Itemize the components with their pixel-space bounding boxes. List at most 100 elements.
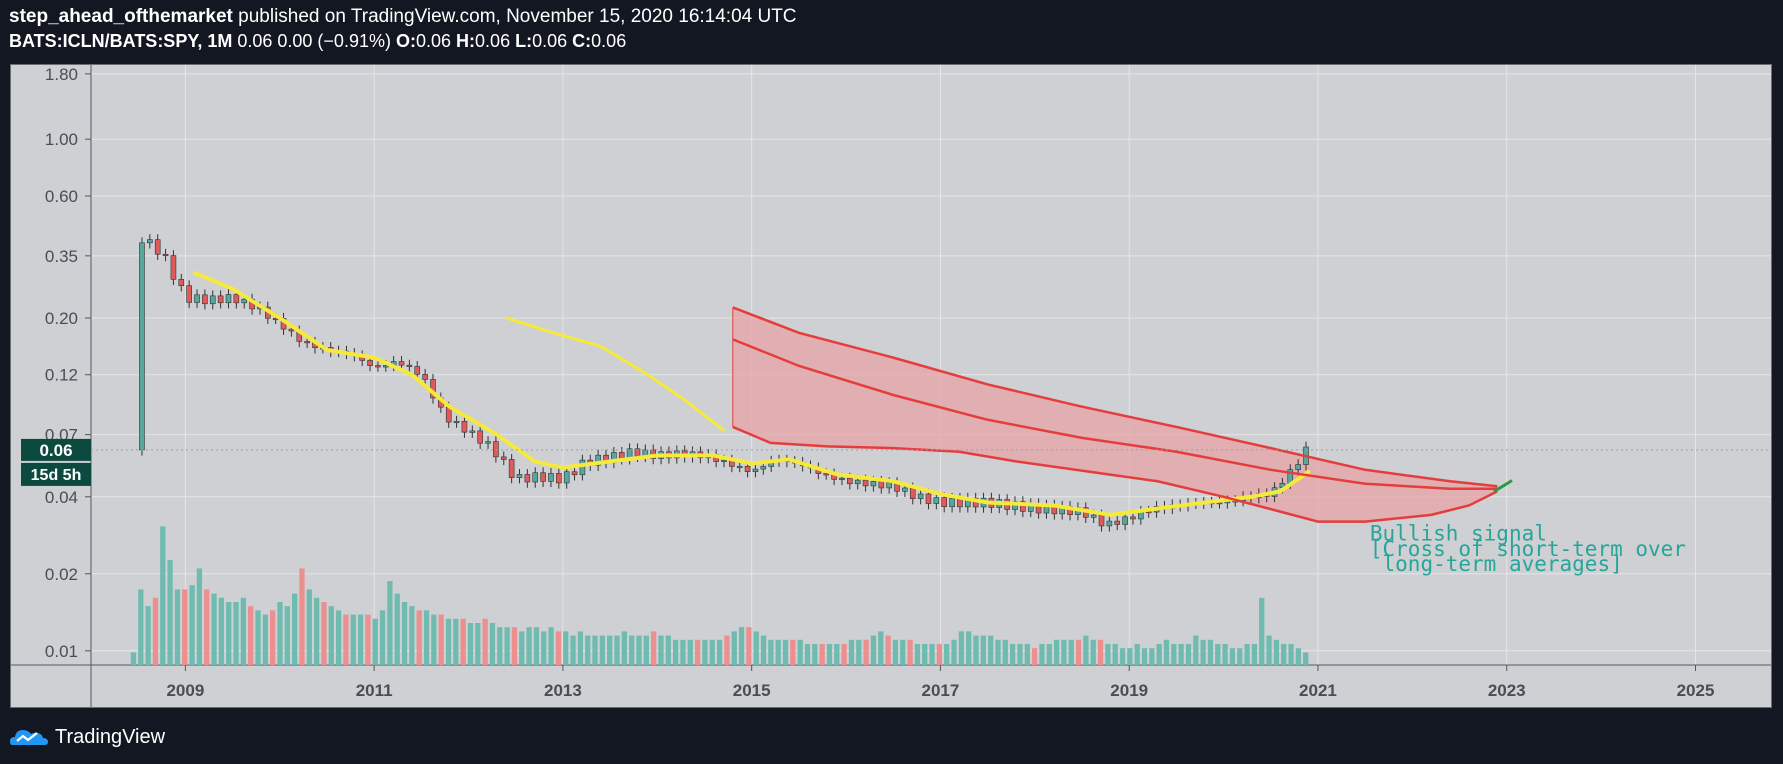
candle-body <box>839 477 845 480</box>
candle-body <box>178 279 185 287</box>
volume-bar <box>1185 644 1192 665</box>
volume-bar <box>489 623 496 665</box>
x-tick-label: 2013 <box>544 681 582 700</box>
volume-bar <box>1090 639 1096 665</box>
volume-bar <box>1105 644 1111 665</box>
candle-body <box>1122 516 1128 525</box>
volume-bar <box>211 593 217 665</box>
volume-bar <box>1222 644 1228 665</box>
volume-bar <box>680 639 686 665</box>
volume-bar <box>1017 644 1023 665</box>
candle-body <box>917 493 924 499</box>
tradingview-footer[interactable]: TradingView <box>9 724 165 750</box>
volume-bar <box>130 652 137 665</box>
volume-bar <box>401 602 408 665</box>
candle-body <box>225 294 232 304</box>
volume-bar <box>1193 635 1199 665</box>
volume-bar <box>819 644 825 665</box>
volume-bar <box>1303 652 1309 665</box>
volume-bar <box>1083 635 1089 665</box>
volume-bar <box>218 597 225 665</box>
candle-body <box>752 468 759 472</box>
volume-bar <box>482 618 488 665</box>
volume-bar <box>1097 639 1104 665</box>
candle-body <box>1098 514 1105 527</box>
candle-body <box>524 474 531 483</box>
volume-bar <box>152 597 159 665</box>
volume-bar <box>878 631 884 665</box>
volume-bar <box>350 614 356 665</box>
volume-bar <box>328 606 334 665</box>
candle-body <box>1106 520 1113 527</box>
candle-body <box>909 487 916 499</box>
volume-bar <box>284 606 290 665</box>
volume-bar <box>1112 644 1118 665</box>
volume-bar <box>306 589 312 665</box>
candle-body <box>532 472 539 483</box>
volume-bar <box>453 618 459 665</box>
candle-body <box>304 341 310 344</box>
volume-bar <box>1237 648 1243 665</box>
volume-bar <box>292 593 298 665</box>
volume-bar <box>988 635 994 665</box>
candle-body <box>241 298 248 304</box>
ohlc-close: C:0.06 <box>572 31 626 51</box>
ohlc-open: O:0.06 <box>396 31 451 51</box>
candle-body <box>194 294 200 303</box>
volume-bar <box>621 631 627 665</box>
volume-bar <box>687 639 693 665</box>
candle-body <box>1295 464 1301 470</box>
volume-bar <box>313 597 320 665</box>
volume-bar <box>790 639 796 665</box>
volume-bar <box>856 639 862 665</box>
volume-bar <box>174 589 181 665</box>
tradingview-cloud-logo-icon <box>10 730 48 745</box>
volume-bar <box>262 614 268 665</box>
volume-bar <box>357 614 364 665</box>
candle-body <box>398 361 405 366</box>
volume-bar <box>541 631 547 665</box>
short-term-average-line <box>192 270 1311 517</box>
ohlc-high: H:0.06 <box>456 31 510 51</box>
volume-bar <box>1031 648 1038 665</box>
volume-bar <box>1039 644 1045 665</box>
candle-body <box>933 497 940 504</box>
published-text: published on TradingView.com, November 1… <box>238 6 797 27</box>
candle-body <box>854 479 861 485</box>
volume-bar <box>1215 644 1221 665</box>
volume-bar <box>592 635 598 665</box>
volume-bar <box>138 589 144 665</box>
candle-body <box>288 328 295 332</box>
volume-bar <box>248 606 254 665</box>
volume-bar <box>1251 644 1258 665</box>
y-tick-label: 0.04 <box>45 488 78 507</box>
candle-body <box>595 454 601 466</box>
countdown-tag-text: 15d 5h <box>31 467 82 484</box>
y-tick-label: 1.80 <box>45 65 78 84</box>
brand-name: TradingView <box>55 725 166 748</box>
candle-body <box>949 498 955 508</box>
ohlc-open-label: O: <box>395 31 416 51</box>
volume-bar <box>255 610 261 665</box>
volume-bar <box>335 610 342 665</box>
candle-body <box>233 294 240 304</box>
candle-body <box>202 294 208 305</box>
bullish-signal-annotation: long-term averages] <box>1370 552 1623 576</box>
volume-bar <box>804 644 811 665</box>
candle-body <box>493 441 499 458</box>
candle-body <box>744 465 751 472</box>
volume-bar <box>863 639 869 665</box>
author-name[interactable]: step_ahead_ofthemarket <box>9 6 233 27</box>
volume-bar <box>226 602 232 665</box>
volume-bar <box>1259 597 1265 665</box>
candle-body <box>162 253 169 257</box>
volume-bar <box>995 639 1001 665</box>
volume-bar <box>929 644 935 665</box>
candle-body <box>556 473 562 484</box>
bullish-signal-annotation: [Cross of short-term over <box>1370 537 1686 561</box>
volume-bar <box>922 644 928 665</box>
ohlc-high-label: H: <box>456 31 476 51</box>
volume-bar <box>746 627 752 665</box>
volume-bar <box>1229 648 1236 665</box>
